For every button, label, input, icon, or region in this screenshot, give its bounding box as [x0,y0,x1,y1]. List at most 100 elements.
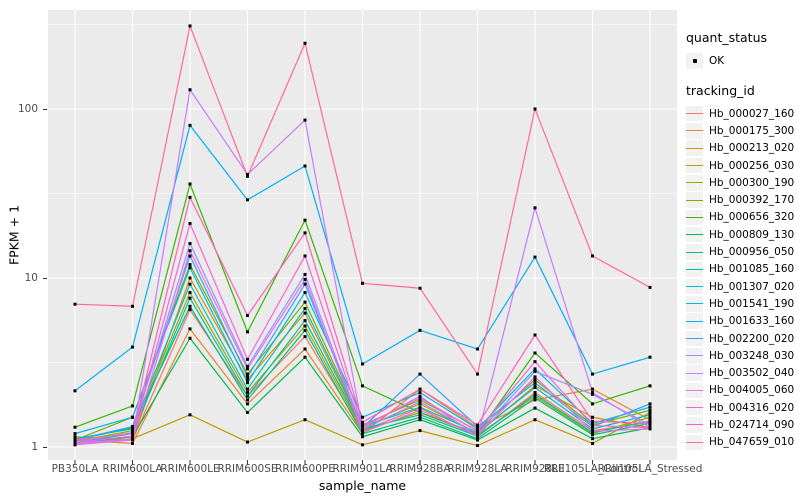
data-point [73,432,77,436]
data-point [476,444,479,448]
legend-key [686,123,703,139]
data-point [361,443,364,447]
line-swatch-icon [686,130,703,132]
data-point [361,281,364,285]
data-point [131,432,134,436]
data-point [591,372,594,376]
legend-item-label: Hb_000956_050 [709,246,795,259]
data-point [303,218,307,222]
legend-key [686,192,703,208]
data-point [418,400,422,404]
data-point [533,394,537,398]
data-point [418,408,422,412]
data-point [648,423,652,427]
data-point [303,272,307,276]
data-point [73,435,77,439]
line-swatch-icon [686,338,703,339]
data-point [533,206,537,210]
data-point [591,441,594,445]
legend-item-Hb_000656_320: Hb_000656_320 [686,209,798,226]
legend: quant_status OK tracking_id Hb_000027_16… [686,30,798,451]
data-point [476,423,479,427]
data-point [188,308,192,312]
data-point [591,429,594,433]
data-point [418,391,422,395]
legend-key [686,278,703,295]
data-point [188,123,192,127]
data-point [418,328,422,332]
data-point [476,372,479,376]
data-point [188,327,192,331]
data-point [131,404,134,408]
legend-item-Hb_000256_030: Hb_000256_030 [686,157,798,174]
x-tick-label: RRIM600PE [275,463,335,475]
legend-key [686,244,703,260]
data-point [303,277,307,281]
legend-item-label: Hb_000809_130 [709,228,795,241]
data-point [188,24,192,28]
data-point [188,254,192,258]
data-point [303,41,307,45]
data-point [131,304,134,308]
data-point [648,405,652,409]
legend-item-Hb_000175_300: Hb_000175_300 [686,122,798,139]
data-point [418,418,422,422]
legend-key [686,313,703,329]
legend-item-Hb_002200_020: Hb_002200_020 [686,330,798,347]
data-point [648,421,652,425]
data-point [533,391,537,395]
legend-item-Hb_001633_160: Hb_001633_160 [686,313,798,330]
data-point [418,394,422,398]
data-point [648,408,652,412]
data-point [303,335,307,339]
line-swatch-icon [686,389,703,391]
line-swatch-icon [686,424,703,426]
line-swatch-icon [686,216,703,218]
data-point [361,415,364,419]
data-point [188,266,192,270]
data-point [188,296,192,300]
line-swatch-icon [686,441,703,443]
data-point [533,333,537,337]
legend-item-Hb_000392_170: Hb_000392_170 [686,191,798,208]
legend-item-label: Hb_001307_020 [709,280,795,293]
legend-item-Hb_001541_190: Hb_001541_190 [686,295,798,312]
data-point [648,355,652,359]
x-tick-label: RRII105LA_Control [543,463,642,475]
legend-key [686,296,703,312]
legend-item-Hb_004005_060: Hb_004005_060 [686,382,798,399]
data-point [188,263,192,267]
plot-panel [48,10,677,465]
data-point [188,242,192,246]
line-swatch-icon [686,147,703,149]
data-point [476,425,479,429]
data-point [533,398,537,402]
data-point [533,385,537,389]
data-point [303,300,307,304]
data-point [246,378,249,382]
legend-item-Hb_003502_040: Hb_003502_040 [686,364,798,381]
data-point [591,421,594,425]
x-tick-label: RRIM600SE [217,463,278,475]
y-tick-mark [43,277,47,279]
data-point [246,357,249,361]
data-point [361,426,364,430]
legend-item-label: Hb_001633_160 [709,315,795,328]
data-point [246,391,249,395]
data-point [303,231,307,235]
data-point [246,364,249,368]
legend-title-tracking-id: tracking_id [686,83,755,98]
legend-item-label: Hb_004316_020 [709,401,795,414]
data-point [188,413,192,417]
legend-key [686,140,703,156]
legend-item-Hb_001307_020: Hb_001307_020 [686,278,798,295]
legend-item-label: OK [709,55,725,67]
x-tick-label: RRII105LA_Stressed [597,463,703,475]
data-point [418,387,422,391]
data-point [188,88,192,92]
x-tick-label: RRIM928BA [389,463,451,475]
data-point [188,182,192,186]
data-point [131,425,134,429]
legend-key [686,365,703,381]
data-point [533,369,537,373]
